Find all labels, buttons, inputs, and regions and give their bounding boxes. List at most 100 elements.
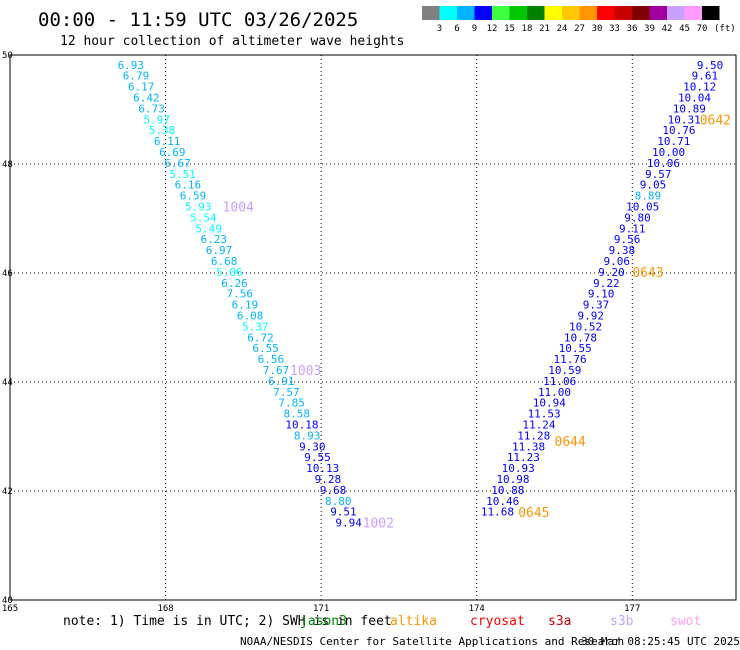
wave-height-value: 10.76 [662, 124, 695, 137]
wave-height-value: 6.55 [252, 342, 279, 355]
wave-height-value: 6.23 [201, 233, 228, 246]
chart-subtitle: 12 hour collection of altimeter wave hei… [60, 34, 404, 49]
wave-height-value: 10.55 [559, 342, 592, 355]
wave-height-value: 10.94 [533, 397, 566, 410]
wave-height-value: 10.89 [673, 102, 706, 115]
wave-height-value: 11.28 [517, 429, 550, 442]
colorbar-label: 18 [522, 24, 533, 34]
colorbar-swatch [649, 6, 667, 20]
colorbar-swatch [579, 6, 597, 20]
wave-height-value: 9.28 [315, 473, 342, 486]
colorbar-swatch [562, 6, 580, 20]
wave-height-value: 9.92 [578, 310, 605, 323]
satellite-legend-item: s3a [548, 614, 571, 629]
wave-height-value: 9.50 [697, 59, 724, 72]
colorbar-swatch [632, 6, 650, 20]
colorbar-swatch [597, 6, 615, 20]
wave-height-value: 10.46 [486, 495, 519, 508]
colorbar-swatch [439, 6, 457, 20]
wave-height-value: 11.68 [481, 506, 514, 519]
cycle-number-label: 1004 [223, 201, 254, 216]
wave-height-value: 9.68 [320, 484, 347, 497]
wave-height-value: 10.52 [569, 320, 602, 333]
colorbar-swatch [509, 6, 527, 20]
wave-height-value: 6.93 [118, 59, 145, 72]
wave-height-value: 9.22 [593, 277, 620, 290]
wave-height-value: 9.05 [640, 179, 667, 192]
wave-height-value: 9.80 [624, 211, 651, 224]
axis-ticks: 165 168 171 174 177 40 42 44 46 48 50 [2, 51, 641, 614]
wave-height-value: 9.10 [588, 288, 615, 301]
wave-height-value: 10.06 [647, 157, 680, 170]
wave-height-value: 6.26 [221, 277, 248, 290]
wave-height-value: 5.06 [216, 266, 243, 279]
wave-height-value: 9.57 [645, 168, 672, 181]
wave-height-value: 6.79 [123, 70, 150, 83]
footer-credit: NOAA/NESDIS Center for Satellite Applica… [240, 635, 624, 648]
cycle-number-label: 1002 [363, 517, 394, 532]
x-tick-label: 171 [313, 604, 329, 614]
colorbar-label: 21 [539, 24, 550, 34]
plot-area [9, 54, 737, 601]
y-tick-label: 50 [2, 51, 13, 61]
wave-height-value: 6.73 [138, 102, 165, 115]
colorbar-label: 36 [627, 24, 638, 34]
colorbar-label: 70 [697, 24, 708, 34]
y-tick-label: 40 [2, 596, 13, 606]
wave-height-value: 6.08 [237, 310, 264, 323]
colorbar-swatch [544, 6, 562, 20]
wave-height-value: 9.20 [598, 266, 625, 279]
wave-height-value: 6.56 [258, 353, 285, 366]
colorbar-label: 45 [679, 24, 690, 34]
satellite-legend-item: swot [670, 614, 701, 629]
wave-height-value: 6.11 [154, 135, 181, 148]
cycle-number-label: 1003 [290, 364, 321, 379]
wave-height-value: 10.98 [496, 473, 529, 486]
wave-height-value: 6.19 [232, 299, 259, 312]
cycle-number-label: 0643 [632, 266, 663, 281]
wave-height-value: 9.51 [330, 506, 357, 519]
colorbar-label: 15 [504, 24, 515, 34]
wave-height-value: 6.42 [133, 92, 160, 105]
colorbar-label: 12 [487, 24, 498, 34]
colorbar-swatch [492, 6, 510, 20]
colorbar-label: 24 [557, 24, 568, 34]
wave-height-value: 10.93 [502, 462, 535, 475]
satellite-legend-item: cryosat [470, 614, 525, 629]
wave-height-value: 11.53 [528, 408, 561, 421]
satellite-legend-item: jason3 [300, 614, 347, 629]
wave-height-value: 10.88 [491, 484, 524, 497]
wave-height-value: 5.51 [169, 168, 196, 181]
wave-height-value: 5.93 [185, 201, 212, 214]
cycle-labels: 1004 1003 1002 0642 0643 0644 0645 [223, 113, 731, 531]
wave-height-value: 5.54 [190, 211, 217, 224]
footer-timestamp: 30 Mar 08:25:45 UTC 2025 [581, 635, 740, 648]
cycle-number-label: 0642 [700, 113, 731, 128]
colorbar-label: 33 [609, 24, 620, 34]
wave-height-value: 10.13 [306, 462, 339, 475]
wave-height-value: 9.11 [619, 222, 646, 235]
y-tick-label: 48 [2, 160, 13, 170]
colorbar-swatch [667, 6, 685, 20]
wave-height-value: 8.89 [635, 190, 662, 203]
wave-height-value: 10.18 [285, 419, 318, 432]
wave-height-value: 9.30 [299, 440, 326, 453]
y-tick-label: 44 [2, 378, 13, 388]
chart-title: 00:00 - 11:59 UTC 03/26/2025 [38, 9, 358, 31]
wave-height-value: 9.94 [335, 517, 362, 530]
note-text: note: 1) Time is in UTC; 2) SWH is in fe… [63, 614, 392, 629]
wave-height-value: 10.59 [548, 364, 581, 377]
x-tick-label: 168 [157, 604, 173, 614]
wave-height-value: 11.38 [512, 440, 545, 453]
colorbar-label: 6 [454, 24, 459, 34]
y-tick-label: 42 [2, 487, 13, 497]
colorbar-label: 42 [662, 24, 673, 34]
wave-height-value: 6.16 [175, 179, 202, 192]
colorbar-swatch [702, 6, 720, 20]
satellite-legend: jason3 altika cryosat s3a s3b swot [300, 614, 701, 629]
wave-height-value: 8.93 [294, 429, 321, 442]
wave-height-value: 9.06 [603, 255, 630, 268]
colorbar-label: 3 [437, 24, 442, 34]
grid-lines [10, 55, 736, 600]
